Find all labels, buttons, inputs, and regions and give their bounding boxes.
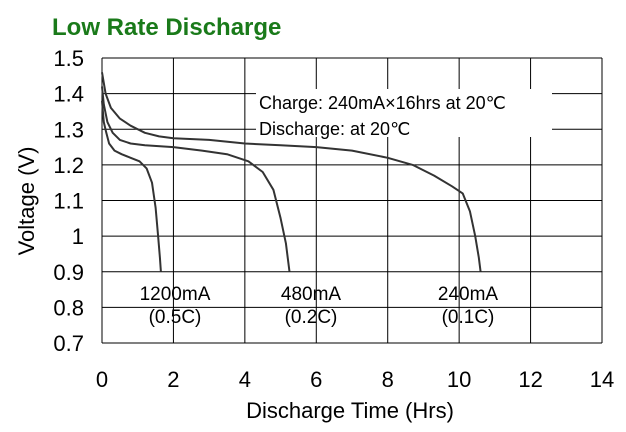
annotation-box [256, 89, 552, 137]
x-tick-label: 4 [239, 367, 251, 392]
x-tick-label: 2 [167, 367, 179, 392]
x-tick-label: 6 [310, 367, 322, 392]
x-tick-label: 10 [447, 367, 471, 392]
series-label-rate: (0.1C) [442, 307, 495, 328]
y-tick-label: 1.2 [53, 153, 84, 178]
series-labels: 1200mA(0.5C) 480mA(0.2C) 240mA(0.1C) [140, 284, 499, 328]
y-tick-label: 1.1 [53, 189, 84, 214]
y-tick-label: 1.5 [53, 46, 84, 71]
tick-labels: 0 2 4 6 8 10 12 14 0.7 0.8 0.9 1 1.1 1.2 1.3 1.4 1.5 [53, 46, 614, 392]
discharge-annotation: Discharge: at 20℃ [259, 119, 410, 139]
y-tick-label: 1.4 [53, 82, 84, 107]
y-tick-label: 0.8 [53, 295, 84, 320]
y-tick-label: 1 [72, 224, 84, 249]
series-label-rate: (0.2C) [285, 307, 338, 328]
x-tick-label: 12 [518, 367, 542, 392]
series-label-current: 1200mA [140, 284, 211, 305]
series-label-current: 480mA [281, 284, 342, 305]
series-line [101, 100, 162, 272]
series-line [101, 72, 482, 272]
chart-title: Low Rate Discharge [52, 14, 281, 41]
series-line [101, 86, 291, 272]
x-tick-label: 14 [590, 367, 614, 392]
x-axis-label: Discharge Time (Hrs) [246, 398, 454, 423]
x-tick-label: 8 [382, 367, 394, 392]
y-tick-label: 0.9 [53, 260, 84, 285]
y-axis-label: Voltage (V) [14, 147, 39, 256]
series-label-current: 240mA [438, 284, 499, 305]
series-label-rate: (0.5C) [149, 307, 202, 328]
y-tick-label: 1.3 [53, 117, 84, 142]
x-tick-label: 0 [96, 367, 108, 392]
series-curves [101, 72, 482, 272]
charge-annotation: Charge: 240mA×16hrs at 20℃ [259, 93, 506, 113]
y-tick-label: 0.7 [53, 331, 84, 356]
